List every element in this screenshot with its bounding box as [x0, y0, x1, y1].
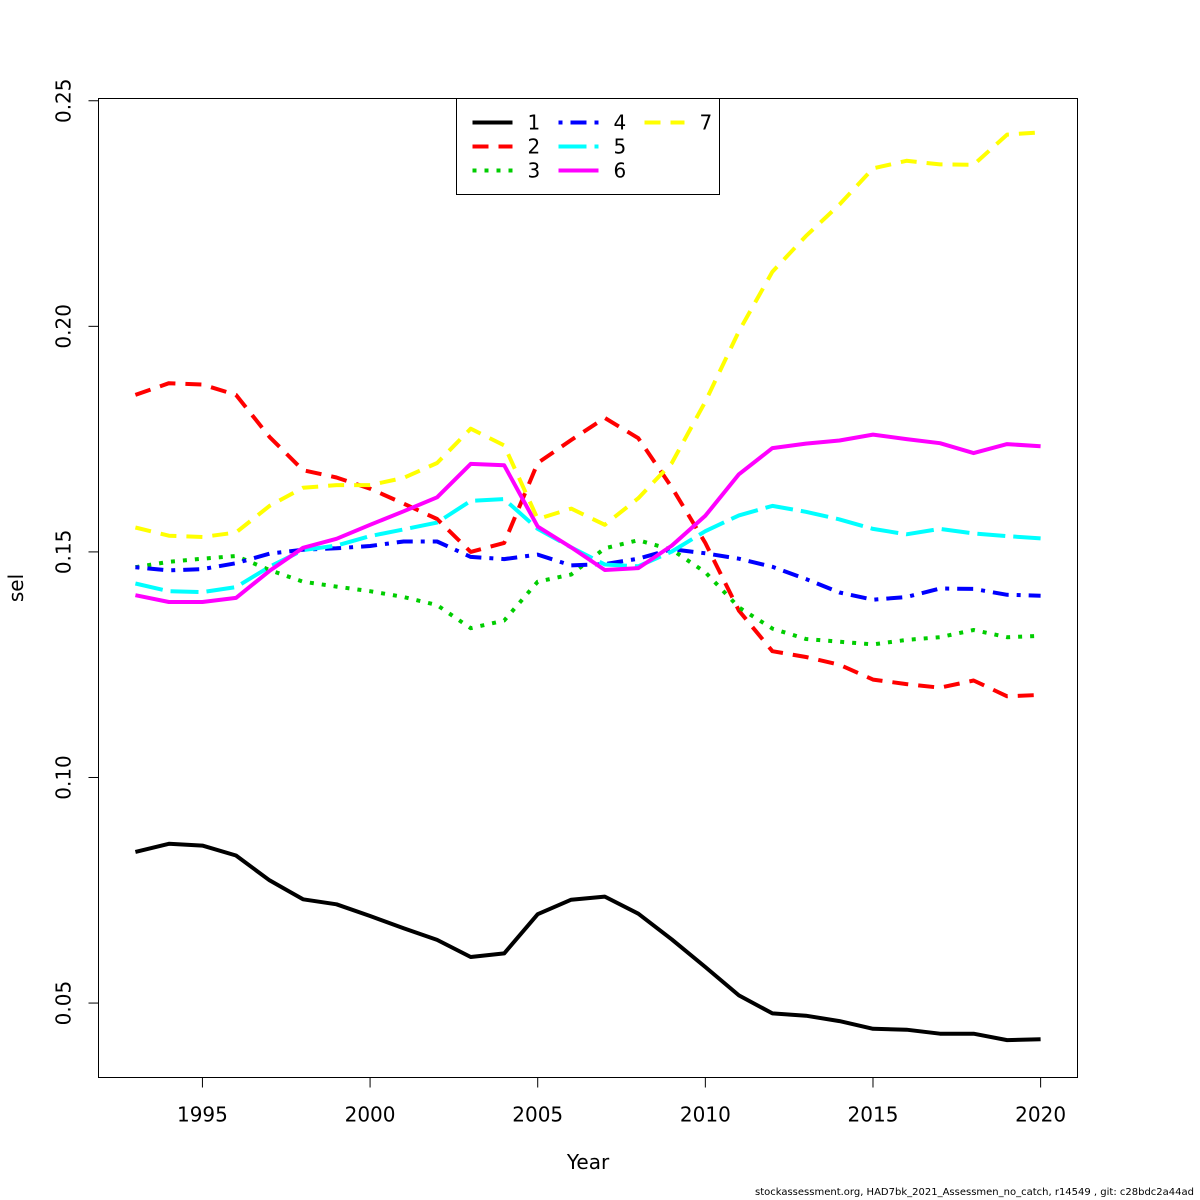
- series-layer: [134, 130, 1041, 1043]
- legend-box: [456, 98, 720, 195]
- y-axis-label: sel: [4, 574, 28, 602]
- x-tick-label: 2005: [512, 1103, 563, 1127]
- series-line-3: [135, 538, 1041, 647]
- series-line-6: [135, 432, 1041, 604]
- x-tick-label: 2000: [345, 1103, 396, 1127]
- y-tick-label: 0.20: [52, 304, 76, 349]
- axes: 1995 2000 2005 2010 2015 2020 0.05 0.10 0.15 0.20…: [52, 78, 1067, 1126]
- legend-label-4: 4: [614, 111, 627, 135]
- series-line-4: [135, 539, 1041, 602]
- series-line-5: [134, 497, 1041, 595]
- legend-label-7: 7: [700, 111, 713, 135]
- legend-label-3: 3: [528, 159, 541, 183]
- y-tick-label: 0.15: [52, 530, 76, 575]
- x-axis-label: Year: [566, 1150, 610, 1174]
- y-tick-label: 0.25: [52, 78, 76, 123]
- series-line-2: [134, 381, 1041, 699]
- series-line-7: [134, 130, 1041, 539]
- legend-label-2: 2: [528, 135, 541, 159]
- y-tick-label: 0.05: [52, 981, 76, 1026]
- legend: 123 456 7: [456, 98, 720, 195]
- series-line-1: [134, 841, 1041, 1043]
- y-tick-label: 0.10: [52, 755, 76, 800]
- x-tick-label: 2020: [1015, 1103, 1066, 1127]
- legend-label-6: 6: [614, 159, 627, 183]
- x-tick-label: 1995: [177, 1103, 228, 1127]
- x-tick-label: 2010: [680, 1103, 731, 1127]
- footnote: stockassessment.org, HAD7bk_2021_Assessm…: [754, 1187, 1194, 1198]
- legend-label-1: 1: [528, 111, 541, 135]
- x-tick-label: 2015: [848, 1103, 899, 1127]
- legend-label-5: 5: [614, 135, 627, 159]
